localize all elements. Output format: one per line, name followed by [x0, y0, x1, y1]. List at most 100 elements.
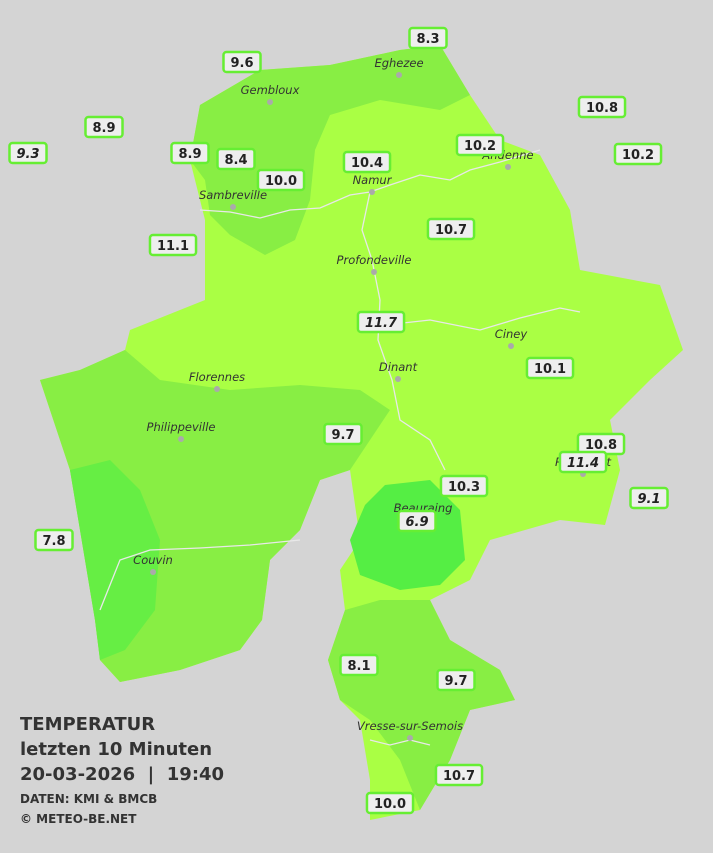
station-value: 9.7 — [444, 674, 467, 689]
station-value: 9.3 — [16, 147, 39, 162]
station: 10.4 — [342, 150, 392, 174]
station-value: 8.3 — [416, 32, 439, 47]
town-dot — [395, 376, 401, 382]
station: 11.7 — [356, 310, 406, 334]
town-label: Florennes — [189, 370, 245, 384]
zone-north — [190, 45, 470, 255]
station-value: 10.4 — [351, 156, 383, 171]
stations: 9.6 8.3 8.9 9.3 8.9 8.4 10.0 10.4 10.2 10.8 10.2 10… — [8, 26, 669, 815]
station: 9.1 — [629, 486, 669, 510]
station: 10.8 — [577, 95, 627, 119]
station-box — [577, 95, 627, 119]
station-box — [216, 147, 256, 171]
station-value: 10.8 — [586, 101, 618, 116]
town-label: Couvin — [133, 553, 173, 567]
river — [99, 539, 301, 611]
station-box — [339, 653, 379, 677]
station: 11.4 — [558, 450, 608, 474]
town-dot — [505, 164, 511, 170]
station-value: 10.2 — [464, 139, 496, 154]
station: 10.8 — [576, 432, 626, 456]
station-box — [323, 422, 363, 446]
station-box — [34, 528, 74, 552]
station-box — [84, 115, 124, 139]
station: 9.7 — [323, 422, 363, 446]
station: 10.0 — [365, 791, 415, 815]
town-dot — [508, 343, 514, 349]
town-label: Vresse-sur-Semois — [357, 719, 463, 733]
town-dot — [214, 386, 220, 392]
source: DATEN: KMI & BMCB — [20, 792, 157, 806]
town-label: Dinant — [379, 360, 418, 374]
town-dot — [369, 189, 375, 195]
station-box — [148, 233, 198, 257]
station: 8.9 — [84, 115, 124, 139]
station-box — [342, 150, 392, 174]
station-box — [408, 26, 448, 50]
title: TEMPERATUR — [20, 714, 155, 735]
station-box — [613, 142, 663, 166]
zone-beauraing — [350, 480, 465, 590]
station: 10.2 — [455, 133, 505, 157]
station-value: 10.3 — [448, 480, 480, 495]
station-box — [439, 474, 489, 498]
station-value: 8.9 — [178, 147, 201, 162]
station-value: 8.4 — [224, 153, 247, 168]
town-dot — [396, 72, 402, 78]
station: 10.7 — [426, 217, 476, 241]
station-value: 11.4 — [567, 456, 599, 471]
station-value: 11.7 — [365, 316, 398, 331]
station: 8.3 — [408, 26, 448, 50]
station: 9.7 — [436, 668, 476, 692]
station-value: 7.8 — [42, 534, 65, 549]
station-box — [8, 141, 48, 165]
town-dot — [230, 204, 236, 210]
station: 10.3 — [439, 474, 489, 498]
town-label: Eghezee — [374, 56, 423, 70]
station: 10.1 — [525, 356, 575, 380]
station-box — [558, 450, 608, 474]
station-value: 10.8 — [585, 438, 617, 453]
station-box — [356, 310, 406, 334]
station-value: 10.2 — [622, 148, 654, 163]
zone-couvin — [70, 460, 160, 660]
river — [361, 191, 446, 471]
legend-block: TEMPERATUR letzten 10 Minuten 20-03-2026… — [20, 714, 224, 826]
station: 8.9 — [170, 141, 210, 165]
town-dot — [371, 269, 377, 275]
station-value: 10.0 — [265, 174, 297, 189]
station-value: 10.7 — [435, 223, 467, 238]
town-label: Gembloux — [241, 83, 300, 97]
town-dot — [407, 735, 413, 741]
station: 8.1 — [339, 653, 379, 677]
station-box — [525, 356, 575, 380]
station: 7.8 — [34, 528, 74, 552]
town-label: Namur — [353, 173, 393, 187]
station-box — [222, 50, 262, 74]
town-dot — [267, 99, 273, 105]
station: 10.0 — [256, 168, 306, 192]
station-value: 10.7 — [443, 769, 475, 784]
town-label: Philippeville — [147, 420, 216, 434]
station-box — [256, 168, 306, 192]
river — [369, 739, 431, 746]
station: 9.3 — [8, 141, 48, 165]
copyright: © METEO-BE.NET — [20, 812, 137, 826]
station-value: 11.1 — [157, 239, 189, 254]
station-value: 9.7 — [331, 428, 354, 443]
station-box — [455, 133, 505, 157]
station-value: 10.1 — [534, 362, 566, 377]
station-box — [365, 791, 415, 815]
town-label: Ciney — [495, 327, 528, 341]
station-box — [397, 509, 437, 533]
station-value: 9.1 — [637, 492, 660, 507]
station: 6.9 — [397, 509, 437, 533]
town-dot — [150, 569, 156, 575]
town-dot — [178, 436, 184, 442]
station-value: 6.9 — [405, 515, 428, 530]
zone-south — [328, 600, 515, 810]
station-value: 10.0 — [374, 797, 406, 812]
station-value: 8.1 — [347, 659, 370, 674]
station: 8.4 — [216, 147, 256, 171]
